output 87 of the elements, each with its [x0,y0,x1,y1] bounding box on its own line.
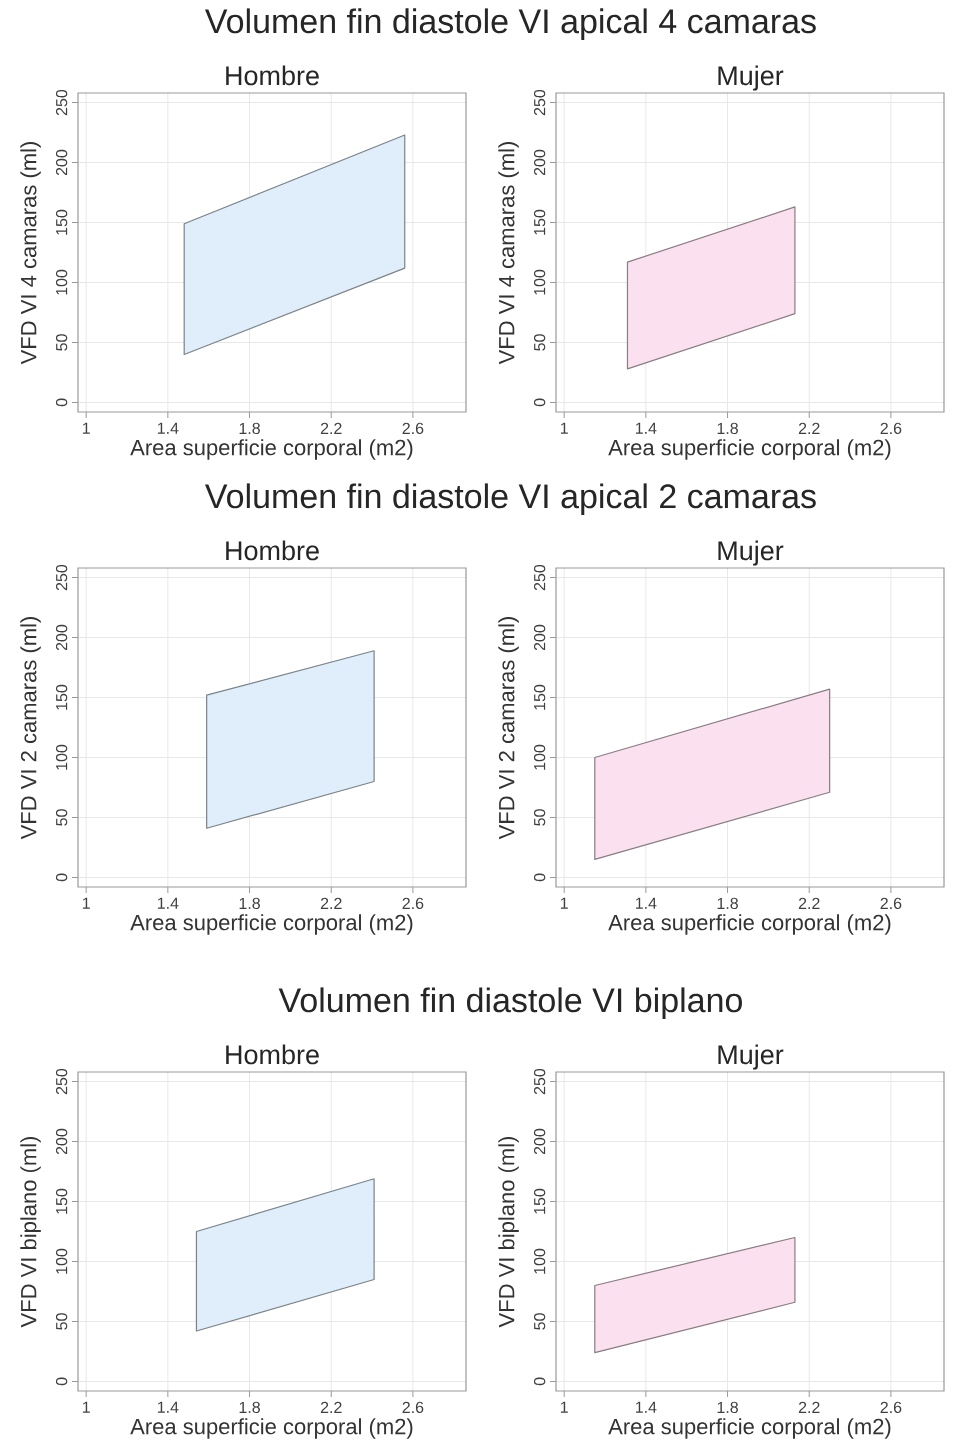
x-tick-label: 1.4 [635,422,657,434]
x-tick-label: 1.8 [239,422,260,435]
y-tick-label: 200 [533,1128,546,1155]
chart-subtitle: Hombre [226,1044,319,1065]
y-axis-title: VFD VI 4 camaras (ml) [20,142,41,365]
y-tick-label: 200 [55,624,68,651]
y-tick-label: 50 [55,809,68,826]
y-tick-label: 200 [55,1128,68,1155]
x-axis-title: Area superficie corporal (m2) [130,914,413,935]
y-tick-label: 50 [533,334,546,351]
x-tick-label: 1 [560,1401,568,1413]
x-tick-label: 1.4 [157,1401,179,1413]
x-tick-label: 2.6 [880,1401,902,1414]
y-tick-label: 50 [55,334,68,351]
y-tick-label: 150 [55,1188,68,1214]
y-tick-label: 250 [533,1068,546,1095]
y-tick-label: 250 [533,564,546,591]
y-tick-label: 150 [533,684,546,710]
y-tick-label: 200 [533,149,546,176]
x-tick-label: 1.8 [239,897,260,910]
y-tick-label: 100 [55,1248,68,1274]
y-tick-label: 100 [55,269,68,295]
y-tick-label: 50 [533,1313,546,1330]
y-tick-label: 250 [533,89,546,116]
y-axis-title: VFD VI biplano (ml) [498,1136,519,1328]
y-tick-label: 0 [55,398,68,407]
x-tick-label: 1.8 [717,897,738,910]
y-tick-label: 250 [55,564,68,591]
y-tick-label: 150 [533,209,546,235]
chart-subtitle: Mujer [718,65,784,91]
y-tick-label: 100 [533,269,546,295]
x-tick-label: 1 [82,1401,90,1413]
chart-title: Volumen fin diastole VI biplano [278,987,742,1020]
y-tick-label: 150 [533,1188,546,1214]
x-tick-label: 1.4 [635,1401,657,1413]
y-tick-label: 150 [55,684,68,710]
x-tick-label: 2.2 [320,422,342,434]
y-axis-title: VFD VI 2 camaras (ml) [20,617,41,840]
x-tick-label: 2.2 [320,1401,342,1413]
y-tick-label: 0 [533,398,546,407]
y-tick-label: 200 [55,149,68,176]
x-axis-title: Area superficie corporal (m2) [130,1418,413,1439]
chart-title: Volumen fin diastole VI apical 2 camaras [204,483,816,516]
y-tick-label: 100 [533,1248,546,1274]
y-tick-label: 0 [533,873,546,882]
y-tick-label: 100 [55,744,68,770]
y-tick-label: 150 [55,209,68,235]
y-axis-title: VFD VI biplano (ml) [20,1136,41,1328]
y-tick-label: 250 [55,1068,68,1095]
y-axis-title: VFD VI 2 camaras (ml) [498,617,519,840]
chart-title: Volumen fin diastole VI apical 4 camaras [204,8,816,41]
chart-subtitle: Mujer [718,1044,784,1070]
x-tick-label: 2.6 [402,1401,424,1414]
x-tick-label: 1.4 [157,897,179,909]
x-tick-label: 2.2 [798,422,820,434]
y-tick-label: 0 [55,1377,68,1386]
x-axis-title: Area superficie corporal (m2) [608,914,891,935]
x-tick-label: 2.6 [880,897,902,910]
chart-subtitle: Hombre [226,540,319,561]
x-tick-label: 2.6 [880,422,902,435]
x-tick-label: 2.6 [402,422,424,435]
y-tick-label: 50 [533,809,546,826]
chart-subtitle: Mujer [718,540,784,566]
y-tick-label: 50 [55,1313,68,1330]
y-tick-label: 0 [55,873,68,882]
x-tick-label: 1.4 [157,422,179,434]
x-axis-title: Area superficie corporal (m2) [130,439,413,460]
x-axis-title: Area superficie corporal (m2) [608,1418,891,1439]
y-tick-label: 0 [533,1377,546,1386]
x-tick-label: 1 [82,897,90,909]
x-axis-title: Area superficie corporal (m2) [608,439,891,460]
x-tick-label: 1 [560,422,568,434]
y-tick-label: 250 [55,89,68,116]
x-tick-label: 1 [82,422,90,434]
x-tick-label: 2.2 [320,897,342,909]
x-tick-label: 2.2 [798,1401,820,1413]
y-axis-title: VFD VI 4 camaras (ml) [498,142,519,365]
y-tick-label: 100 [533,744,546,770]
x-tick-label: 2.2 [798,897,820,909]
x-tick-label: 1.4 [635,897,657,909]
x-tick-label: 1.8 [239,1401,260,1414]
x-tick-label: 1.8 [717,1401,738,1414]
x-tick-label: 1.8 [717,422,738,435]
chart-subtitle: Hombre [226,65,319,86]
y-tick-label: 200 [533,624,546,651]
x-tick-label: 1 [560,897,568,909]
x-tick-label: 2.6 [402,897,424,910]
